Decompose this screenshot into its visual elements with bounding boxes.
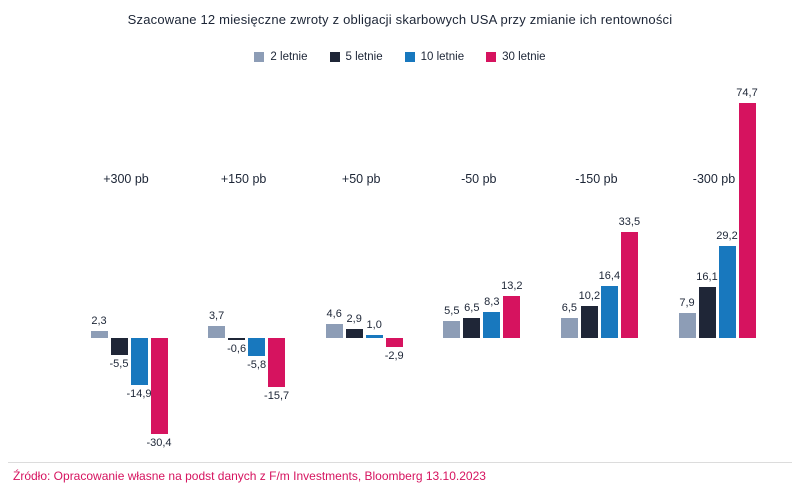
value-label: 7,9 [679,297,695,310]
bar-2-letnie [208,326,226,338]
value-label: 1,0 [366,318,382,331]
bar-30-letnie [385,338,403,348]
value-label: 8,3 [484,295,500,308]
bar-30-letnie [620,232,638,338]
legend-swatch [404,52,415,62]
group-label: +300 pb [103,172,149,186]
footer-divider [8,462,792,463]
value-label: -5,5 [109,358,129,371]
legend-swatch [329,52,340,62]
legend-item-10-letnie: 10 letnie [404,51,465,63]
bar-2-letnie [90,330,108,338]
value-label: 6,5 [464,301,480,314]
bar-5-letnie [228,338,246,340]
value-label: 6,5 [561,301,578,314]
legend: 2 letnie 5 letnie 10 letnie 30 letnie [0,51,800,63]
value-label: 29,2 [716,230,738,243]
bar-30-letnie [738,102,756,338]
bar-5-letnie [463,317,481,338]
group-label: -300 pb [692,172,736,186]
value-label: 2,3 [91,314,107,327]
legend-label: 5 letnie [345,51,383,63]
legend-label: 10 letnie [420,51,465,63]
legend-item-5-letnie: 5 letnie [329,51,383,63]
bar-2-letnie [325,323,343,338]
legend-item-30-letnie: 30 letnie [486,51,546,63]
bar-10-letnie [130,338,148,385]
value-label: -30,4 [146,436,172,449]
bar-30-letnie [268,338,286,388]
bar-30-letnie [150,338,168,434]
chart-area: +300 pb 2,3 -5,5 -14,9 -30,4 +150 pb 3,7 -0,6 -5… [90,86,758,449]
legend-swatch [254,52,265,62]
value-label: 16,1 [696,271,718,284]
value-label: -0,6 [227,342,247,355]
group-label: +150 pb [220,172,267,186]
value-label: 4,6 [326,307,342,320]
bar-10-letnie [483,311,501,338]
value-label: -15,7 [264,390,290,403]
source-note: Źródło: Opracowanie własne na podst dany… [13,469,486,483]
bar-2-letnie [678,313,696,338]
bar-10-letnie [365,334,383,338]
value-label: 13,2 [501,280,523,293]
bar-10-letnie [600,286,618,338]
value-label: -5,8 [247,359,267,372]
bar-2-letnie [560,317,578,338]
bar-5-letnie [698,287,716,338]
bar-2-letnie [443,320,461,338]
value-label: 10,2 [578,289,601,302]
bar-30-letnie [503,296,521,338]
legend-swatch [486,52,497,62]
group-label: +50 pb [341,172,381,186]
legend-label: 30 letnie [502,51,546,63]
value-label: 5,5 [444,304,460,317]
bar-5-letnie [345,328,363,338]
bar-10-letnie [248,338,266,357]
group-label: -150 pb [575,172,618,186]
value-label: 2,9 [346,312,362,325]
value-label: 16,4 [598,270,621,283]
legend-item-2-letnie: 2 letnie [254,51,308,63]
group-label: -50 pb [461,172,497,186]
value-label: 74,7 [736,86,758,99]
bar-10-letnie [718,246,736,338]
legend-label: 2 letnie [270,51,308,63]
bar-5-letnie [110,338,128,356]
value-label: -2,9 [384,350,404,363]
value-label: -14,9 [126,387,152,400]
value-label: 3,7 [208,310,225,323]
bar-5-letnie [580,305,598,338]
value-label: 33,5 [618,216,641,229]
chart-title: Szacowane 12 miesięczne zwroty z obligac… [127,12,673,27]
